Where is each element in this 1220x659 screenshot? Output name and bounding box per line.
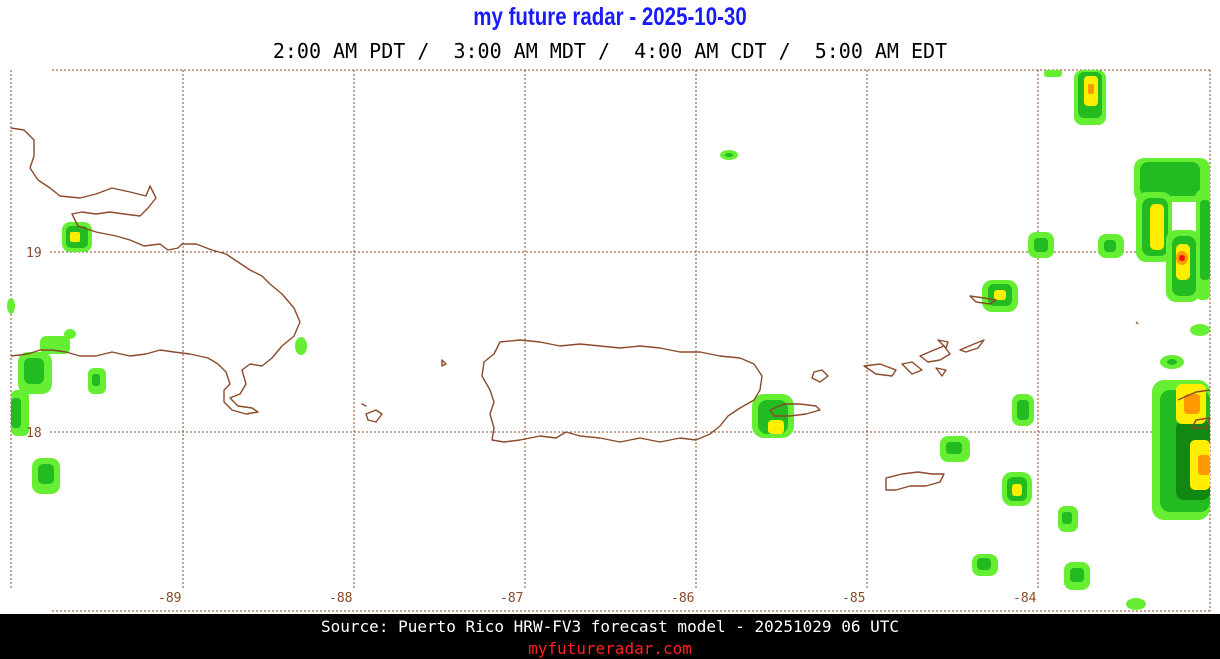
lon-label: -88 <box>329 591 352 606</box>
lon-label: -89 <box>158 591 181 606</box>
source-text: Source: Puerto Rico HRW-FV3 forecast mod… <box>321 617 899 636</box>
site-link[interactable]: myfutureradar.com <box>528 639 692 658</box>
map-frame <box>10 69 1211 612</box>
time-zones-line: 2:00 AM PDT / 3:00 AM MDT / 4:00 AM CDT … <box>272 39 948 63</box>
coastlines <box>10 127 1211 491</box>
lat-lon-grid <box>50 70 1210 590</box>
lat-label: 18 <box>26 426 42 441</box>
longitude-labels: -89 -88 -87 -86 -85 -84 <box>158 591 1037 606</box>
puerto-rico-coast <box>481 339 763 443</box>
st-croix-coast <box>885 471 945 491</box>
lon-label: -87 <box>500 591 523 606</box>
lon-label: -84 <box>1013 591 1037 606</box>
lon-label: -86 <box>671 591 694 606</box>
lon-label: -85 <box>842 591 865 606</box>
page-title: my future radar - 2025-10-30 <box>473 3 747 31</box>
lat-label: 19 <box>26 246 42 261</box>
radar-map: -89 -88 -87 -86 -85 -84 19 18 <box>7 69 1211 612</box>
radar-echoes <box>7 70 1210 610</box>
vieques-coast <box>769 403 821 417</box>
footer-bar: Source: Puerto Rico HRW-FV3 forecast mod… <box>0 614 1220 659</box>
hispaniola-coast <box>10 127 301 415</box>
latitude-labels: 19 18 <box>26 246 42 441</box>
